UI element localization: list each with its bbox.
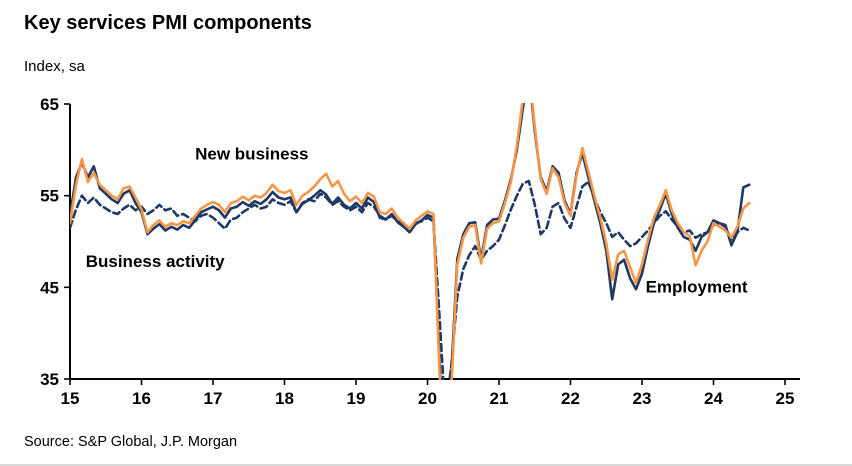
x-tick-label: 15 [61, 389, 80, 408]
annotation-employment: Employment [646, 277, 748, 296]
y-tick-label: 45 [40, 278, 59, 297]
x-tick-label: 17 [204, 389, 223, 408]
annotation-new-business: New business [195, 145, 308, 164]
x-tick-label: 21 [490, 389, 509, 408]
x-tick-label: 18 [275, 389, 294, 408]
x-tick-label: 23 [633, 389, 652, 408]
x-tick-label: 22 [561, 389, 580, 408]
source-note: Source: S&P Global, J.P. Morgan [24, 434, 238, 450]
y-tick-label: 55 [40, 187, 59, 206]
chart-plot-area: 35 45 55 65 15 16 17 18 19 20 21 22 23 24 25 New busine… [0, 84, 852, 414]
annotation-business-activity: Business activity [86, 252, 225, 271]
x-tick-label: 20 [418, 389, 437, 408]
x-tick-label: 16 [132, 389, 151, 408]
x-tick-label: 25 [776, 389, 795, 408]
y-tick-label: 65 [40, 95, 59, 114]
pmi-line-chart: 35 45 55 65 15 16 17 18 19 20 21 22 23 24 25 New busine… [40, 95, 800, 408]
series-new-business [70, 103, 751, 380]
chart-subtitle: Index, sa [24, 58, 85, 75]
chart-title: Key services PMI components [24, 12, 312, 34]
y-tick-label: 35 [40, 370, 59, 389]
series-business-activity [70, 103, 751, 380]
x-tick-label: 24 [704, 389, 723, 408]
x-tick-label: 19 [347, 389, 366, 408]
